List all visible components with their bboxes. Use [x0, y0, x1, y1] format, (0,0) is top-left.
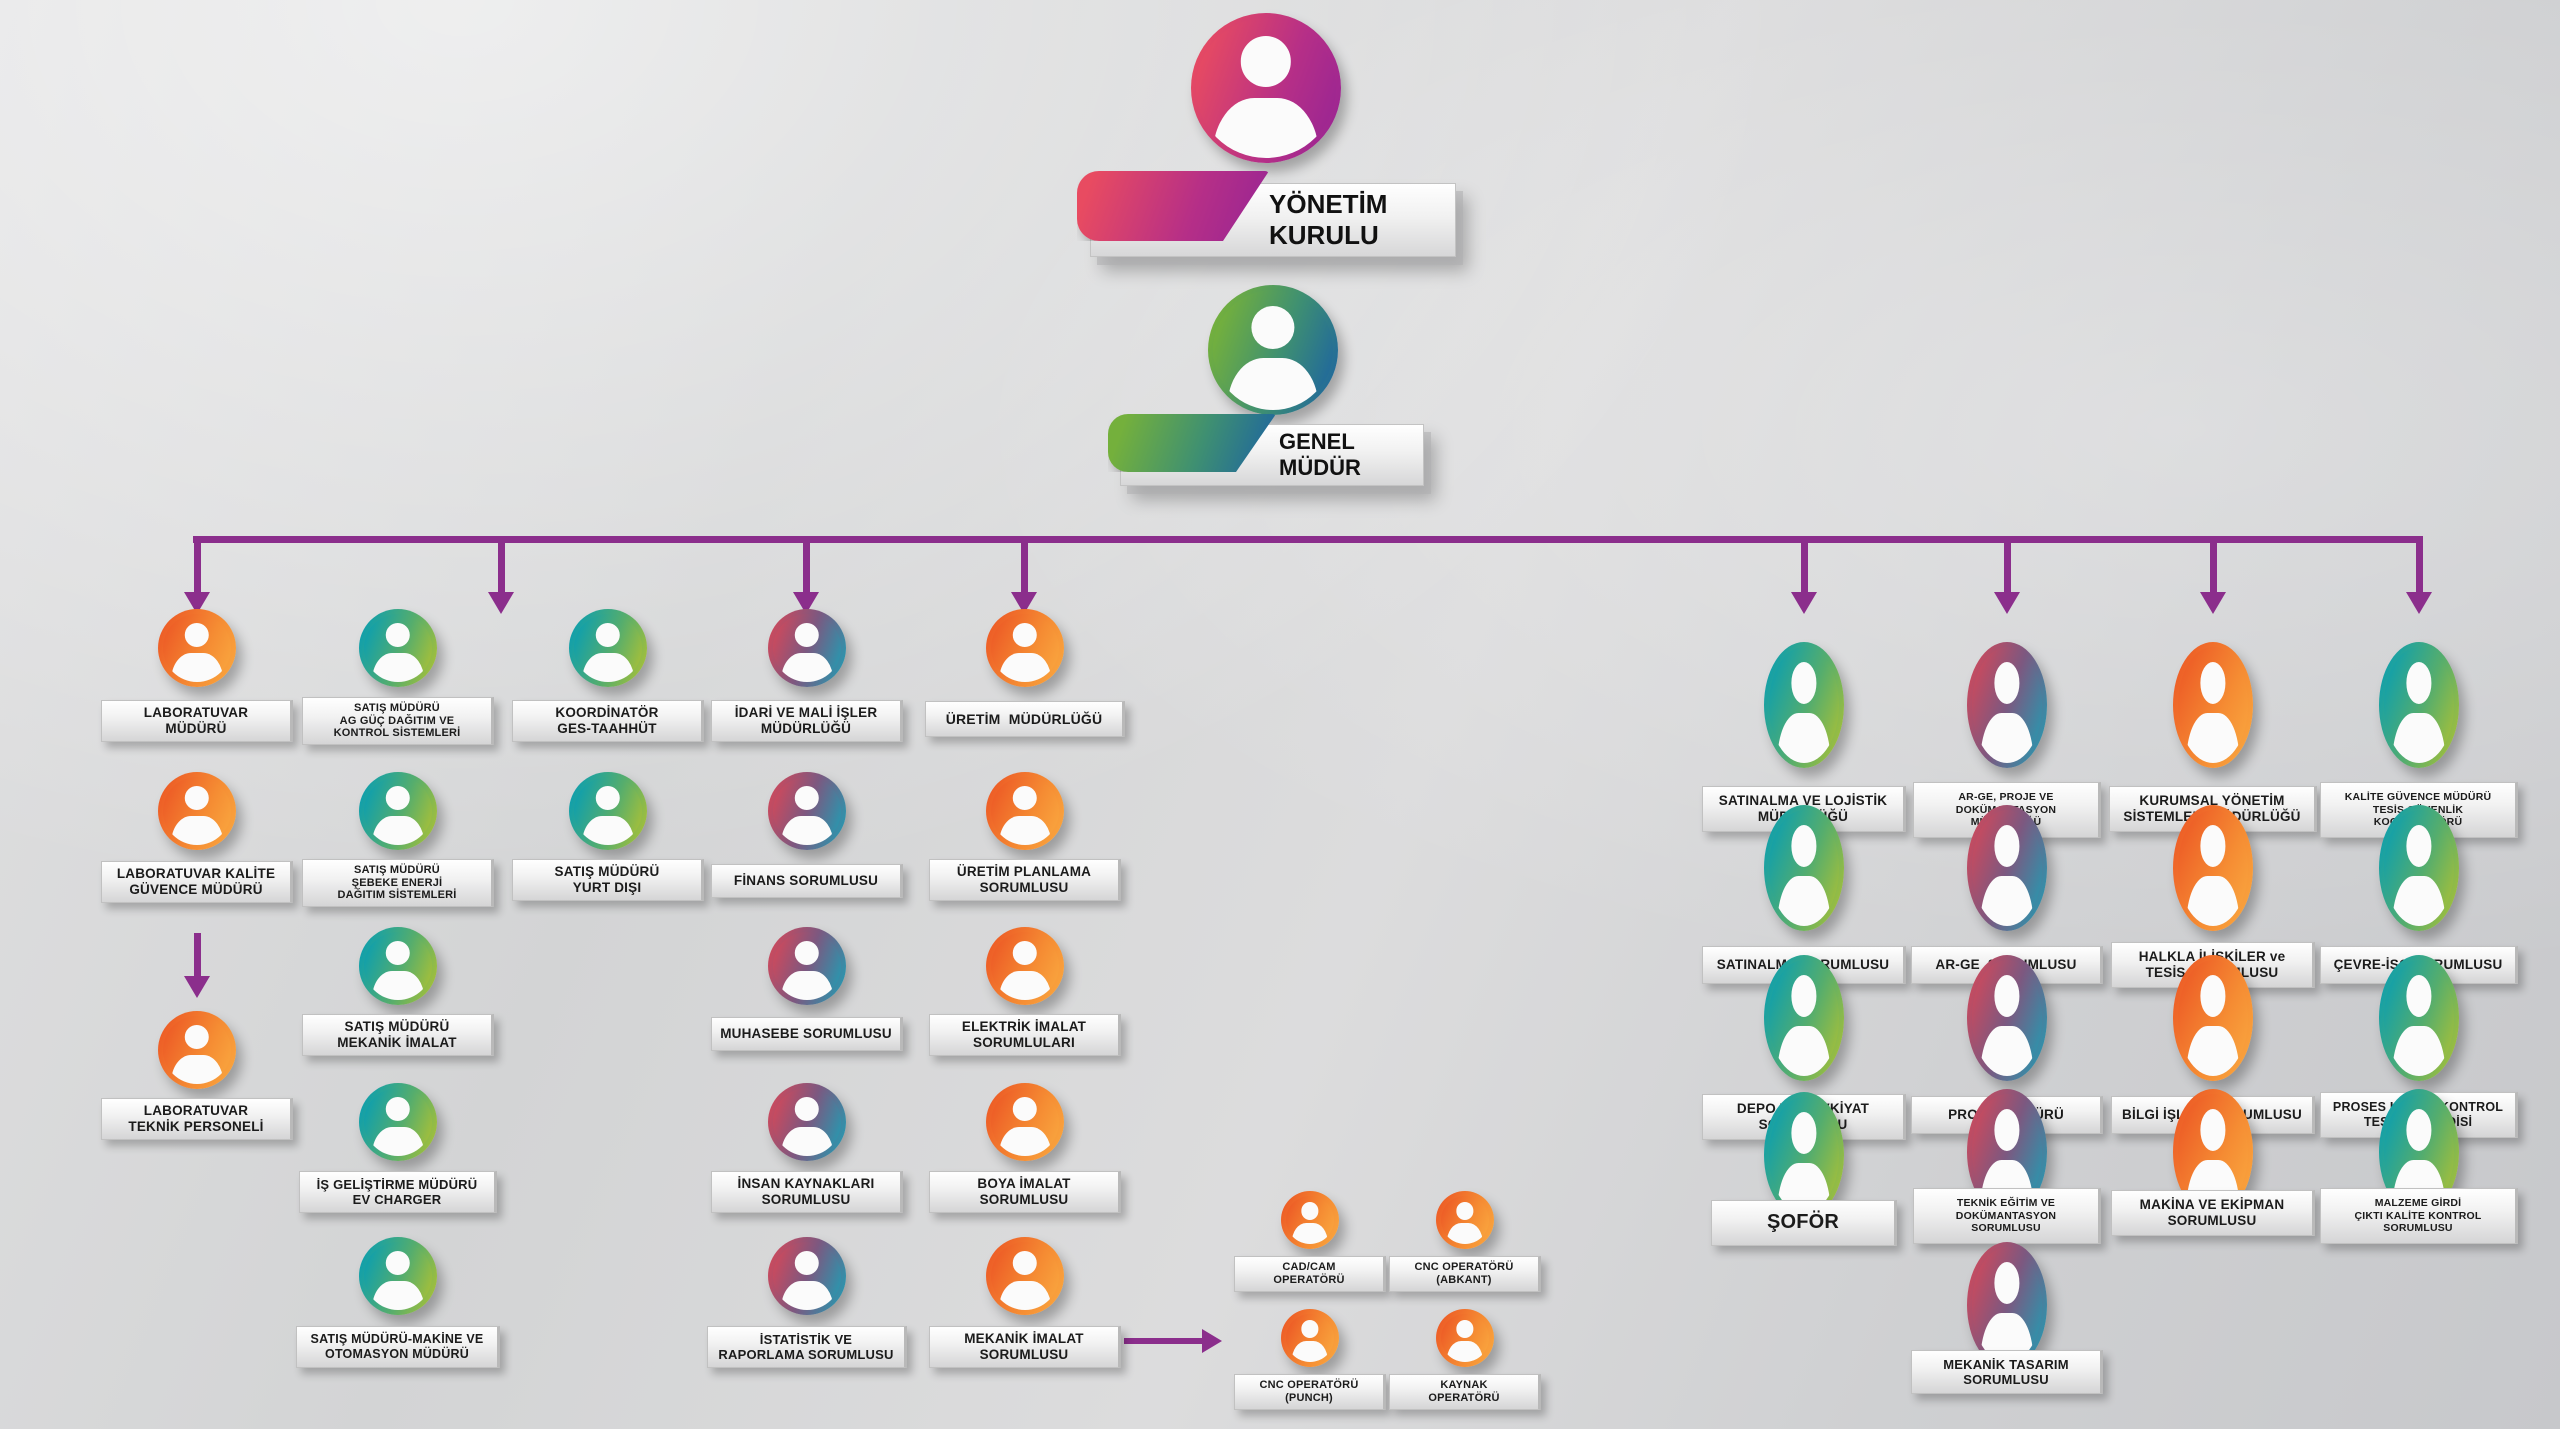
idari-mali-isler-label: İDARİ VE MALİ İŞLER MÜDÜRLÜĞÜ: [711, 700, 903, 742]
sofor-label: ŞOFÖR: [1711, 1200, 1897, 1246]
kurumsal-yonetim-person-icon: [2173, 642, 2253, 768]
down-arrow-6-arrowhead-icon: [2200, 592, 2226, 614]
down-arrow-2-stem: [802, 543, 810, 592]
cnc-operatoru-abkant-person-icon: [1436, 1191, 1494, 1249]
laboratuvar-muduru-label: LABORATUVAR MÜDÜRÜ: [101, 700, 293, 742]
cnc-operatoru-punch-label: CNC OPERATÖRÜ (PUNCH): [1234, 1374, 1386, 1410]
laboratuvar-kalite-guvence-person-icon: [158, 772, 236, 850]
satis-yurt-disi-label: SATIŞ MÜDÜRÜ YURT DIŞI: [512, 859, 704, 901]
elektrik-imalat-person-icon: [986, 927, 1064, 1005]
kaynak-operatoru-label: KAYNAK OPERATÖRÜ: [1389, 1374, 1541, 1410]
proje-muduru-person-icon: [1967, 955, 2047, 1081]
is-gelistirme-ev-charger-label: İŞ GELİŞTİRME MÜDÜRÜ EV CHARGER: [299, 1171, 497, 1213]
satinalma-lojistik-person-icon: [1764, 642, 1844, 768]
down-arrow-2-arrowhead-icon: [793, 592, 819, 614]
satis-mekanik-imalat-person-icon: [359, 927, 437, 1005]
general-manager-person-icon: [1208, 285, 1338, 415]
idari-mali-isler-person-icon: [768, 609, 846, 687]
uretim-planlama-label: ÜRETİM PLANLAMA SORUMLUSU: [929, 859, 1121, 901]
down-arrow-0-stem: [193, 543, 201, 592]
general-manager-title: GENEL MÜDÜR: [1279, 429, 1361, 480]
mekanik-tasarim-label: MEKANİK TASARIM SORUMLUSU: [1911, 1350, 2103, 1394]
laboratuvar-muduru-person-icon: [158, 609, 236, 687]
down-arrow-1-stem: [497, 543, 505, 592]
koordinator-ges-taahhut-label: KOORDİNATÖR GES-TAAHHÜT: [512, 700, 704, 742]
uretim-mudurlugu-person-icon: [986, 609, 1064, 687]
istatistik-raporlama-person-icon: [768, 1237, 846, 1315]
muhasebe-sorumlusu-label: MUHASEBE SORUMLUSU: [711, 1017, 903, 1051]
cadcam-operatoru-person-icon: [1281, 1191, 1339, 1249]
down-arrow-7-arrowhead-icon: [2406, 592, 2432, 614]
proses-kalite-kontrol-person-icon: [2379, 955, 2459, 1081]
malzeme-girdi-cikti-label: MALZEME GİRDİ ÇIKTI KALİTE KONTROL SORUM…: [2320, 1188, 2518, 1244]
cnc-operatoru-abkant-label: CNC OPERATÖRÜ (ABKANT): [1389, 1256, 1541, 1292]
satinalma-sorumlusu-person-icon: [1764, 805, 1844, 931]
satis-sebeke-enerji-label: SATIŞ MÜDÜRÜ ŞEBEKE ENERJİ DAĞITIM SİSTE…: [302, 859, 494, 907]
lab-down-arrow-arrowhead-icon: [184, 976, 210, 998]
bilgi-islem-person-icon: [2173, 955, 2253, 1081]
cnc-operatoru-punch-person-icon: [1281, 1309, 1339, 1367]
mekanik-imalat-label: MEKANİK İMALAT SORUMLUSU: [929, 1326, 1121, 1368]
satis-makine-otomasyon-label: SATIŞ MÜDÜRÜ-MAKİNE VE OTOMASYON MÜDÜRÜ: [296, 1326, 500, 1368]
satis-ag-guc-dagitim-label: SATIŞ MÜDÜRÜ AG GÜÇ DAĞITIM VE KONTROL S…: [302, 697, 494, 745]
down-arrow-6-stem: [2209, 543, 2217, 592]
satis-mekanik-imalat-label: SATIŞ MÜDÜRÜ MEKANİK İMALAT: [302, 1014, 494, 1056]
laboratuvar-teknik-personeli-label: LABORATUVAR TEKNİK PERSONELİ: [101, 1098, 293, 1140]
laboratuvar-kalite-guvence-label: LABORATUVAR KALİTE GÜVENCE MÜDÜRÜ: [101, 861, 293, 903]
lab-down-arrow-stem: [193, 933, 201, 976]
insan-kaynaklari-person-icon: [768, 1083, 846, 1161]
right-arrowhead-icon: [1202, 1329, 1222, 1353]
down-arrow-3-stem: [1020, 543, 1028, 592]
down-arrow-5-arrowhead-icon: [1994, 592, 2020, 614]
satis-yurt-disi-person-icon: [569, 772, 647, 850]
cevre-isg-label: ÇEVRE-İSG SORUMLUSU: [2320, 946, 2518, 984]
down-arrow-1-arrowhead-icon: [488, 592, 514, 614]
down-arrow-4-stem: [1800, 543, 1808, 592]
uretim-planlama-person-icon: [986, 772, 1064, 850]
arge-sorumlusu-person-icon: [1967, 805, 2047, 931]
finans-sorumlusu-person-icon: [768, 772, 846, 850]
insan-kaynaklari-label: İNSAN KAYNAKLARI SORUMLUSU: [711, 1171, 903, 1213]
satis-sebeke-enerji-person-icon: [359, 772, 437, 850]
muhasebe-sorumlusu-person-icon: [768, 927, 846, 1005]
right-arrow-stem: [1124, 1338, 1202, 1344]
uretim-mudurlugu-label: ÜRETİM MÜDÜRLÜĞÜ: [925, 701, 1125, 737]
kaynak-operatoru-person-icon: [1436, 1309, 1494, 1367]
down-arrow-3-arrowhead-icon: [1011, 592, 1037, 614]
halkla-iliskiler-tesis-person-icon: [2173, 805, 2253, 931]
down-arrow-5-stem: [2003, 543, 2011, 592]
down-arrow-0-arrowhead-icon: [184, 592, 210, 614]
down-arrow-7-stem: [2415, 543, 2423, 592]
arge-proje-dokumantasyon-person-icon: [1967, 642, 2047, 768]
cadcam-operatoru-label: CAD/CAM OPERATÖRÜ: [1234, 1256, 1386, 1292]
boya-imalat-person-icon: [986, 1083, 1064, 1161]
finans-sorumlusu-label: FİNANS SORUMLUSU: [711, 864, 903, 898]
laboratuvar-teknik-personeli-person-icon: [158, 1011, 236, 1089]
depo-sevkiyat-person-icon: [1764, 955, 1844, 1081]
connector-rail: [193, 536, 2423, 543]
board-title: YÖNETİM KURULU: [1269, 189, 1388, 250]
satis-ag-guc-dagitim-person-icon: [359, 609, 437, 687]
sofor-person-icon: [1764, 1092, 1844, 1218]
satis-makine-otomasyon-person-icon: [359, 1237, 437, 1315]
boya-imalat-label: BOYA İMALAT SORUMLUSU: [929, 1171, 1121, 1213]
mekanik-imalat-person-icon: [986, 1237, 1064, 1315]
istatistik-raporlama-label: İSTATİSTİK VE RAPORLAMA SORUMLUSU: [707, 1326, 907, 1368]
is-gelistirme-ev-charger-person-icon: [359, 1083, 437, 1161]
kalite-guvence-tesis-guvenlik-person-icon: [2379, 642, 2459, 768]
down-arrow-4-arrowhead-icon: [1791, 592, 1817, 614]
cevre-isg-person-icon: [2379, 805, 2459, 931]
elektrik-imalat-label: ELEKTRİK İMALAT SORUMLULARI: [929, 1014, 1121, 1056]
board-person-icon: [1191, 13, 1341, 163]
teknik-egitim-dokumantasyon-label: TEKNİK EĞİTİM VE DOKÜMANTASYON SORUMLUSU: [1913, 1188, 2101, 1244]
makina-ekipman-label: MAKİNA VE EKİPMAN SORUMLUSU: [2111, 1190, 2315, 1236]
mekanik-tasarim-person-icon: [1967, 1242, 2047, 1368]
koordinator-ges-taahhut-person-icon: [569, 609, 647, 687]
